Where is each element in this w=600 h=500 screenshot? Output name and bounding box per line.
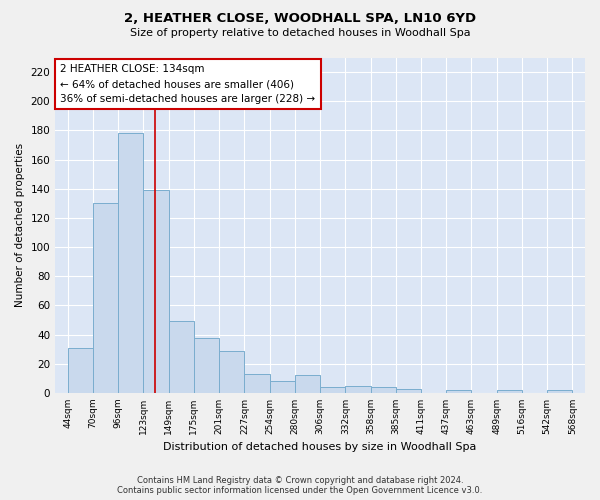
Bar xyxy=(194,338,219,393)
Y-axis label: Number of detached properties: Number of detached properties xyxy=(15,143,25,308)
Text: Contains public sector information licensed under the Open Government Licence v3: Contains public sector information licen… xyxy=(118,486,482,495)
Bar xyxy=(93,204,118,393)
Text: 2 HEATHER CLOSE: 134sqm
← 64% of detached houses are smaller (406)
36% of semi-d: 2 HEATHER CLOSE: 134sqm ← 64% of detache… xyxy=(61,64,316,104)
Bar xyxy=(269,382,295,393)
Bar xyxy=(396,388,421,393)
Text: 2, HEATHER CLOSE, WOODHALL SPA, LN10 6YD: 2, HEATHER CLOSE, WOODHALL SPA, LN10 6YD xyxy=(124,12,476,26)
Bar xyxy=(68,348,93,393)
Text: Size of property relative to detached houses in Woodhall Spa: Size of property relative to detached ho… xyxy=(130,28,470,38)
Bar xyxy=(320,387,346,393)
Bar xyxy=(169,322,194,393)
Bar xyxy=(244,374,269,393)
X-axis label: Distribution of detached houses by size in Woodhall Spa: Distribution of detached houses by size … xyxy=(163,442,477,452)
Bar xyxy=(346,386,371,393)
Bar xyxy=(547,390,572,393)
Bar xyxy=(295,376,320,393)
Bar xyxy=(446,390,472,393)
Bar xyxy=(143,190,169,393)
Bar xyxy=(371,387,396,393)
Text: Contains HM Land Registry data © Crown copyright and database right 2024.: Contains HM Land Registry data © Crown c… xyxy=(137,476,463,485)
Bar xyxy=(118,134,143,393)
Bar xyxy=(497,390,522,393)
Bar xyxy=(219,350,244,393)
